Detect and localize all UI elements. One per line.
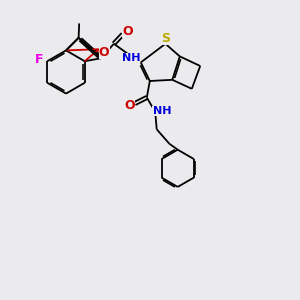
Text: O: O: [125, 99, 135, 112]
Text: S: S: [161, 32, 170, 45]
Text: NH: NH: [122, 53, 140, 63]
Text: O: O: [99, 46, 110, 59]
Text: NH: NH: [153, 106, 171, 116]
Text: F: F: [34, 53, 43, 66]
Text: O: O: [122, 25, 133, 38]
